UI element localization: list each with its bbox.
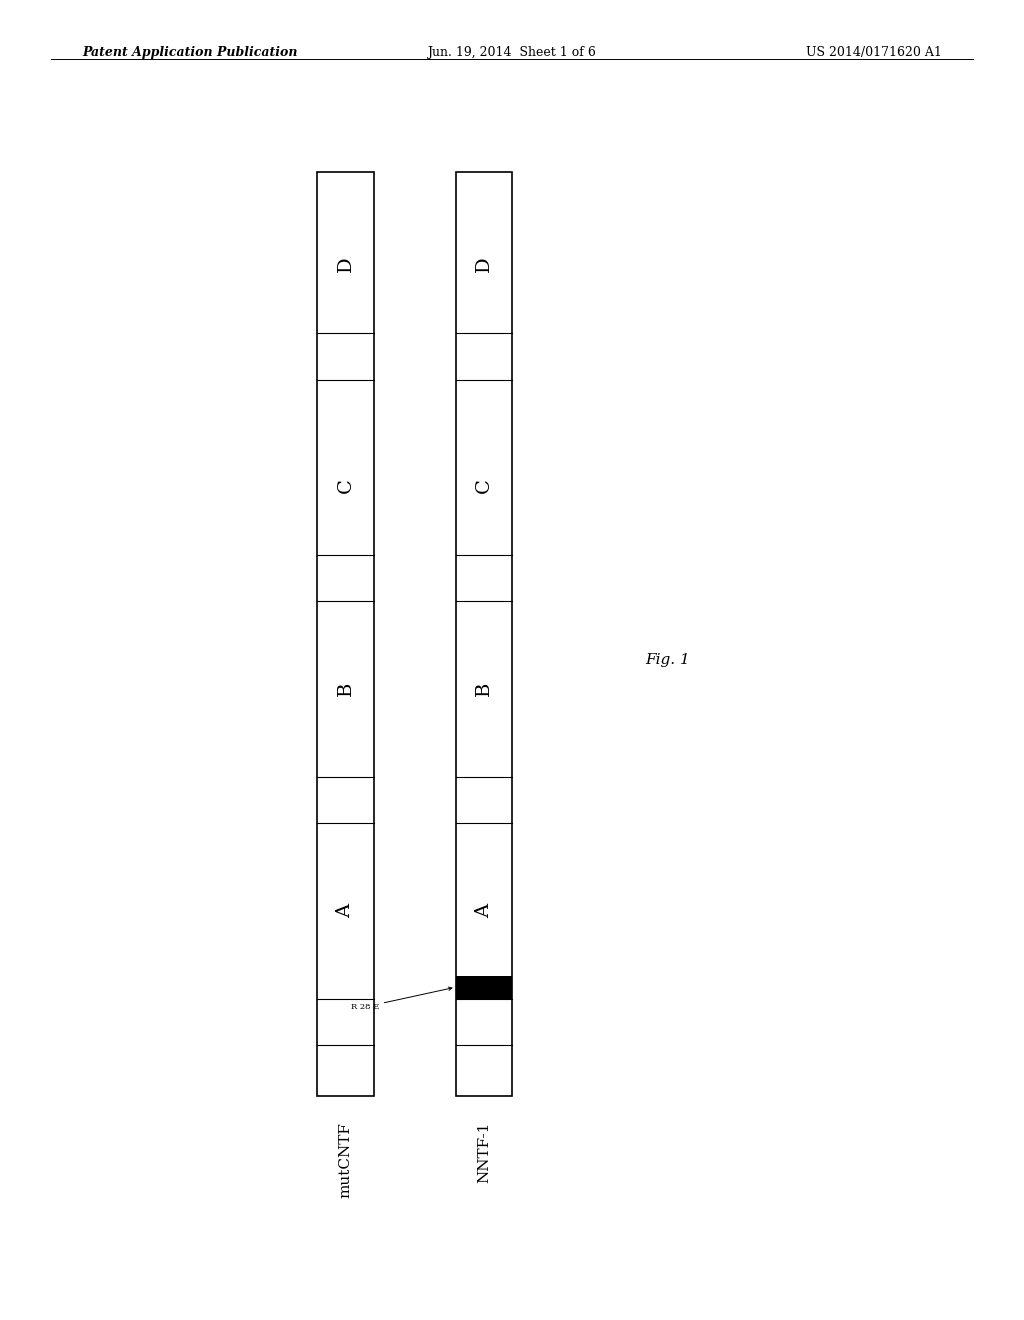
Text: B: B xyxy=(475,682,493,696)
Text: Patent Application Publication: Patent Application Publication xyxy=(82,46,297,59)
Bar xyxy=(456,172,512,1096)
Text: A: A xyxy=(337,904,354,917)
Text: Fig. 1: Fig. 1 xyxy=(645,653,690,667)
Bar xyxy=(456,975,512,998)
Text: D: D xyxy=(337,256,354,272)
Text: R 28 E: R 28 E xyxy=(350,987,452,1011)
Text: NNTF-1: NNTF-1 xyxy=(477,1122,490,1183)
Text: mutCNTF: mutCNTF xyxy=(339,1122,352,1197)
Text: C: C xyxy=(475,478,493,494)
Text: Jun. 19, 2014  Sheet 1 of 6: Jun. 19, 2014 Sheet 1 of 6 xyxy=(428,46,596,59)
Text: B: B xyxy=(337,682,354,696)
Text: US 2014/0171620 A1: US 2014/0171620 A1 xyxy=(806,46,942,59)
Text: D: D xyxy=(475,256,493,272)
Text: A: A xyxy=(475,904,493,917)
Bar xyxy=(317,172,374,1096)
Text: C: C xyxy=(337,478,354,494)
